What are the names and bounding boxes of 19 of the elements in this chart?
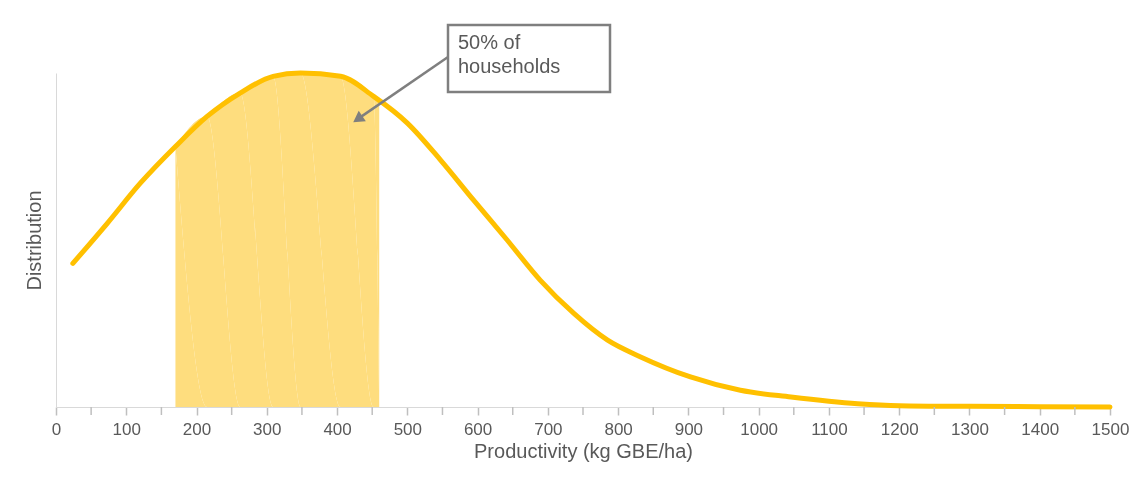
x-tick-label: 400	[323, 419, 352, 439]
x-tick-label: 200	[182, 419, 212, 439]
x-tick-label: 0	[51, 419, 62, 439]
x-tick-label: 900	[674, 419, 704, 439]
x-tick-label: 100	[112, 419, 141, 439]
x-tick-label: 1200	[880, 419, 919, 439]
x-tick-label: 600	[463, 419, 493, 439]
x-tick-label: 700	[534, 419, 563, 439]
x-tick-label: 1400	[1021, 419, 1060, 439]
x-tick-label: 800	[604, 419, 633, 439]
annotation: 50% of households	[458, 31, 561, 77]
x-tick-label: 1100	[811, 419, 848, 439]
x-tick-label: 1000	[740, 419, 779, 439]
x-tick-label: 500	[393, 419, 423, 439]
x-tick-label: 1500	[1091, 419, 1130, 439]
x-tick-label: 300	[253, 419, 282, 439]
x-axis-title: Productivity (kg GBE/ha)	[474, 439, 693, 462]
y-axis-title: Distribution	[22, 190, 45, 291]
x-tick-label: 1300	[951, 419, 989, 439]
